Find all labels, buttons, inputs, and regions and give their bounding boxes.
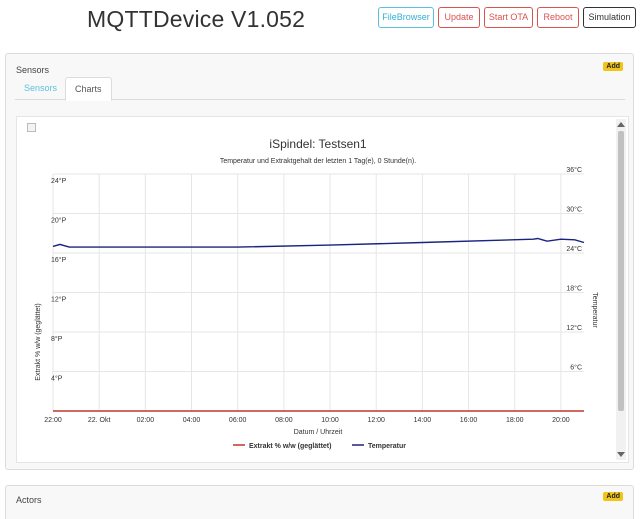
x-tick-label: 02:00 — [137, 417, 155, 424]
sensors-panel: Sensors Add Sensors Charts iSpindel: Tes… — [5, 53, 634, 470]
chart-series — [52, 237, 585, 412]
legend-label: Extrakt % w/w (geglättet) — [249, 443, 331, 450]
x-axis-label: Datum / Uhrzeit — [294, 429, 343, 436]
y-tick-label: 20°P — [51, 217, 67, 225]
update-button[interactable]: Update — [438, 7, 480, 28]
chart-legend: Extrakt % w/w (geglättet) Temperatur — [233, 443, 406, 450]
add-actor-button[interactable]: Add — [603, 492, 623, 501]
series-line-temperatur — [52, 237, 585, 248]
x-tick-label: 10:00 — [321, 417, 339, 424]
legend-label: Temperatur — [368, 443, 406, 450]
x-tick-label: 14:00 — [414, 417, 432, 424]
y-axis-label: Extrakt % w/w (geglättet) — [35, 303, 42, 380]
x-tick-label: 08:00 — [275, 417, 293, 424]
y-tick-label: 4°P — [51, 375, 63, 383]
chart-title: iSpindel: Testsen1 — [269, 137, 367, 151]
actors-panel-title: Actors — [16, 495, 42, 505]
x-tick-label: 04:00 — [183, 417, 201, 424]
tab-sensors[interactable]: Sensors — [24, 83, 58, 93]
chart-axes: 22:00 22. Okt 02:00 04:00 06:00 08:00 10:00 12:… — [44, 166, 582, 424]
y-tick-label: 16°P — [51, 256, 67, 264]
app-title: MQTTDevice V1.052 — [87, 6, 306, 32]
chart-subtitle: Temperatur und Extraktgehalt der letzten… — [220, 158, 416, 165]
x-tick-label: 22. Okt — [88, 417, 111, 424]
y-tick-label: 24°P — [51, 177, 67, 185]
actors-panel: Actors Add — [5, 485, 634, 519]
simulation-button[interactable]: Simulation — [583, 7, 636, 28]
reboot-button[interactable]: Reboot — [537, 7, 579, 28]
chart-frame: iSpindel: Testsen1 Temperatur und Extrak… — [16, 116, 629, 463]
chart-scrollbar[interactable] — [616, 119, 626, 460]
y2-tick-label: 18°C — [566, 285, 582, 293]
y2-tick-label: 24°C — [566, 245, 582, 253]
broken-image-icon — [27, 123, 36, 132]
x-tick-label: 12:00 — [367, 417, 385, 424]
scroll-down-arrow-icon[interactable] — [617, 452, 625, 457]
ispindel-chart: iSpindel: Testsen1 Temperatur und Extrak… — [35, 137, 598, 450]
y2-axis-label: Temperatur — [591, 292, 598, 328]
sensor-tabs: Sensors Charts — [15, 75, 625, 101]
x-tick-label: 18:00 — [506, 417, 524, 424]
start-ota-button[interactable]: Start OTA — [484, 7, 533, 28]
scroll-thumb[interactable] — [618, 131, 624, 411]
filebrowser-button[interactable]: FileBrowser — [378, 7, 434, 28]
x-tick-label: 06:00 — [229, 417, 247, 424]
scroll-up-arrow-icon[interactable] — [617, 122, 625, 127]
sensors-panel-title: Sensors — [16, 65, 50, 75]
y-tick-label: 8°P — [51, 335, 63, 343]
add-sensor-button[interactable]: Add — [603, 62, 623, 71]
y2-tick-label: 6°C — [570, 364, 582, 372]
y2-tick-label: 30°C — [566, 206, 582, 214]
y2-tick-label: 12°C — [566, 324, 582, 332]
chart-grid — [52, 173, 584, 412]
x-tick-label: 16:00 — [460, 417, 478, 424]
tab-charts[interactable]: Charts — [65, 77, 112, 101]
x-tick-label: 20:00 — [552, 417, 570, 424]
x-tick-label: 22:00 — [44, 417, 62, 424]
y2-tick-label: 36°C — [566, 166, 582, 174]
y-tick-label: 12°P — [51, 296, 67, 304]
